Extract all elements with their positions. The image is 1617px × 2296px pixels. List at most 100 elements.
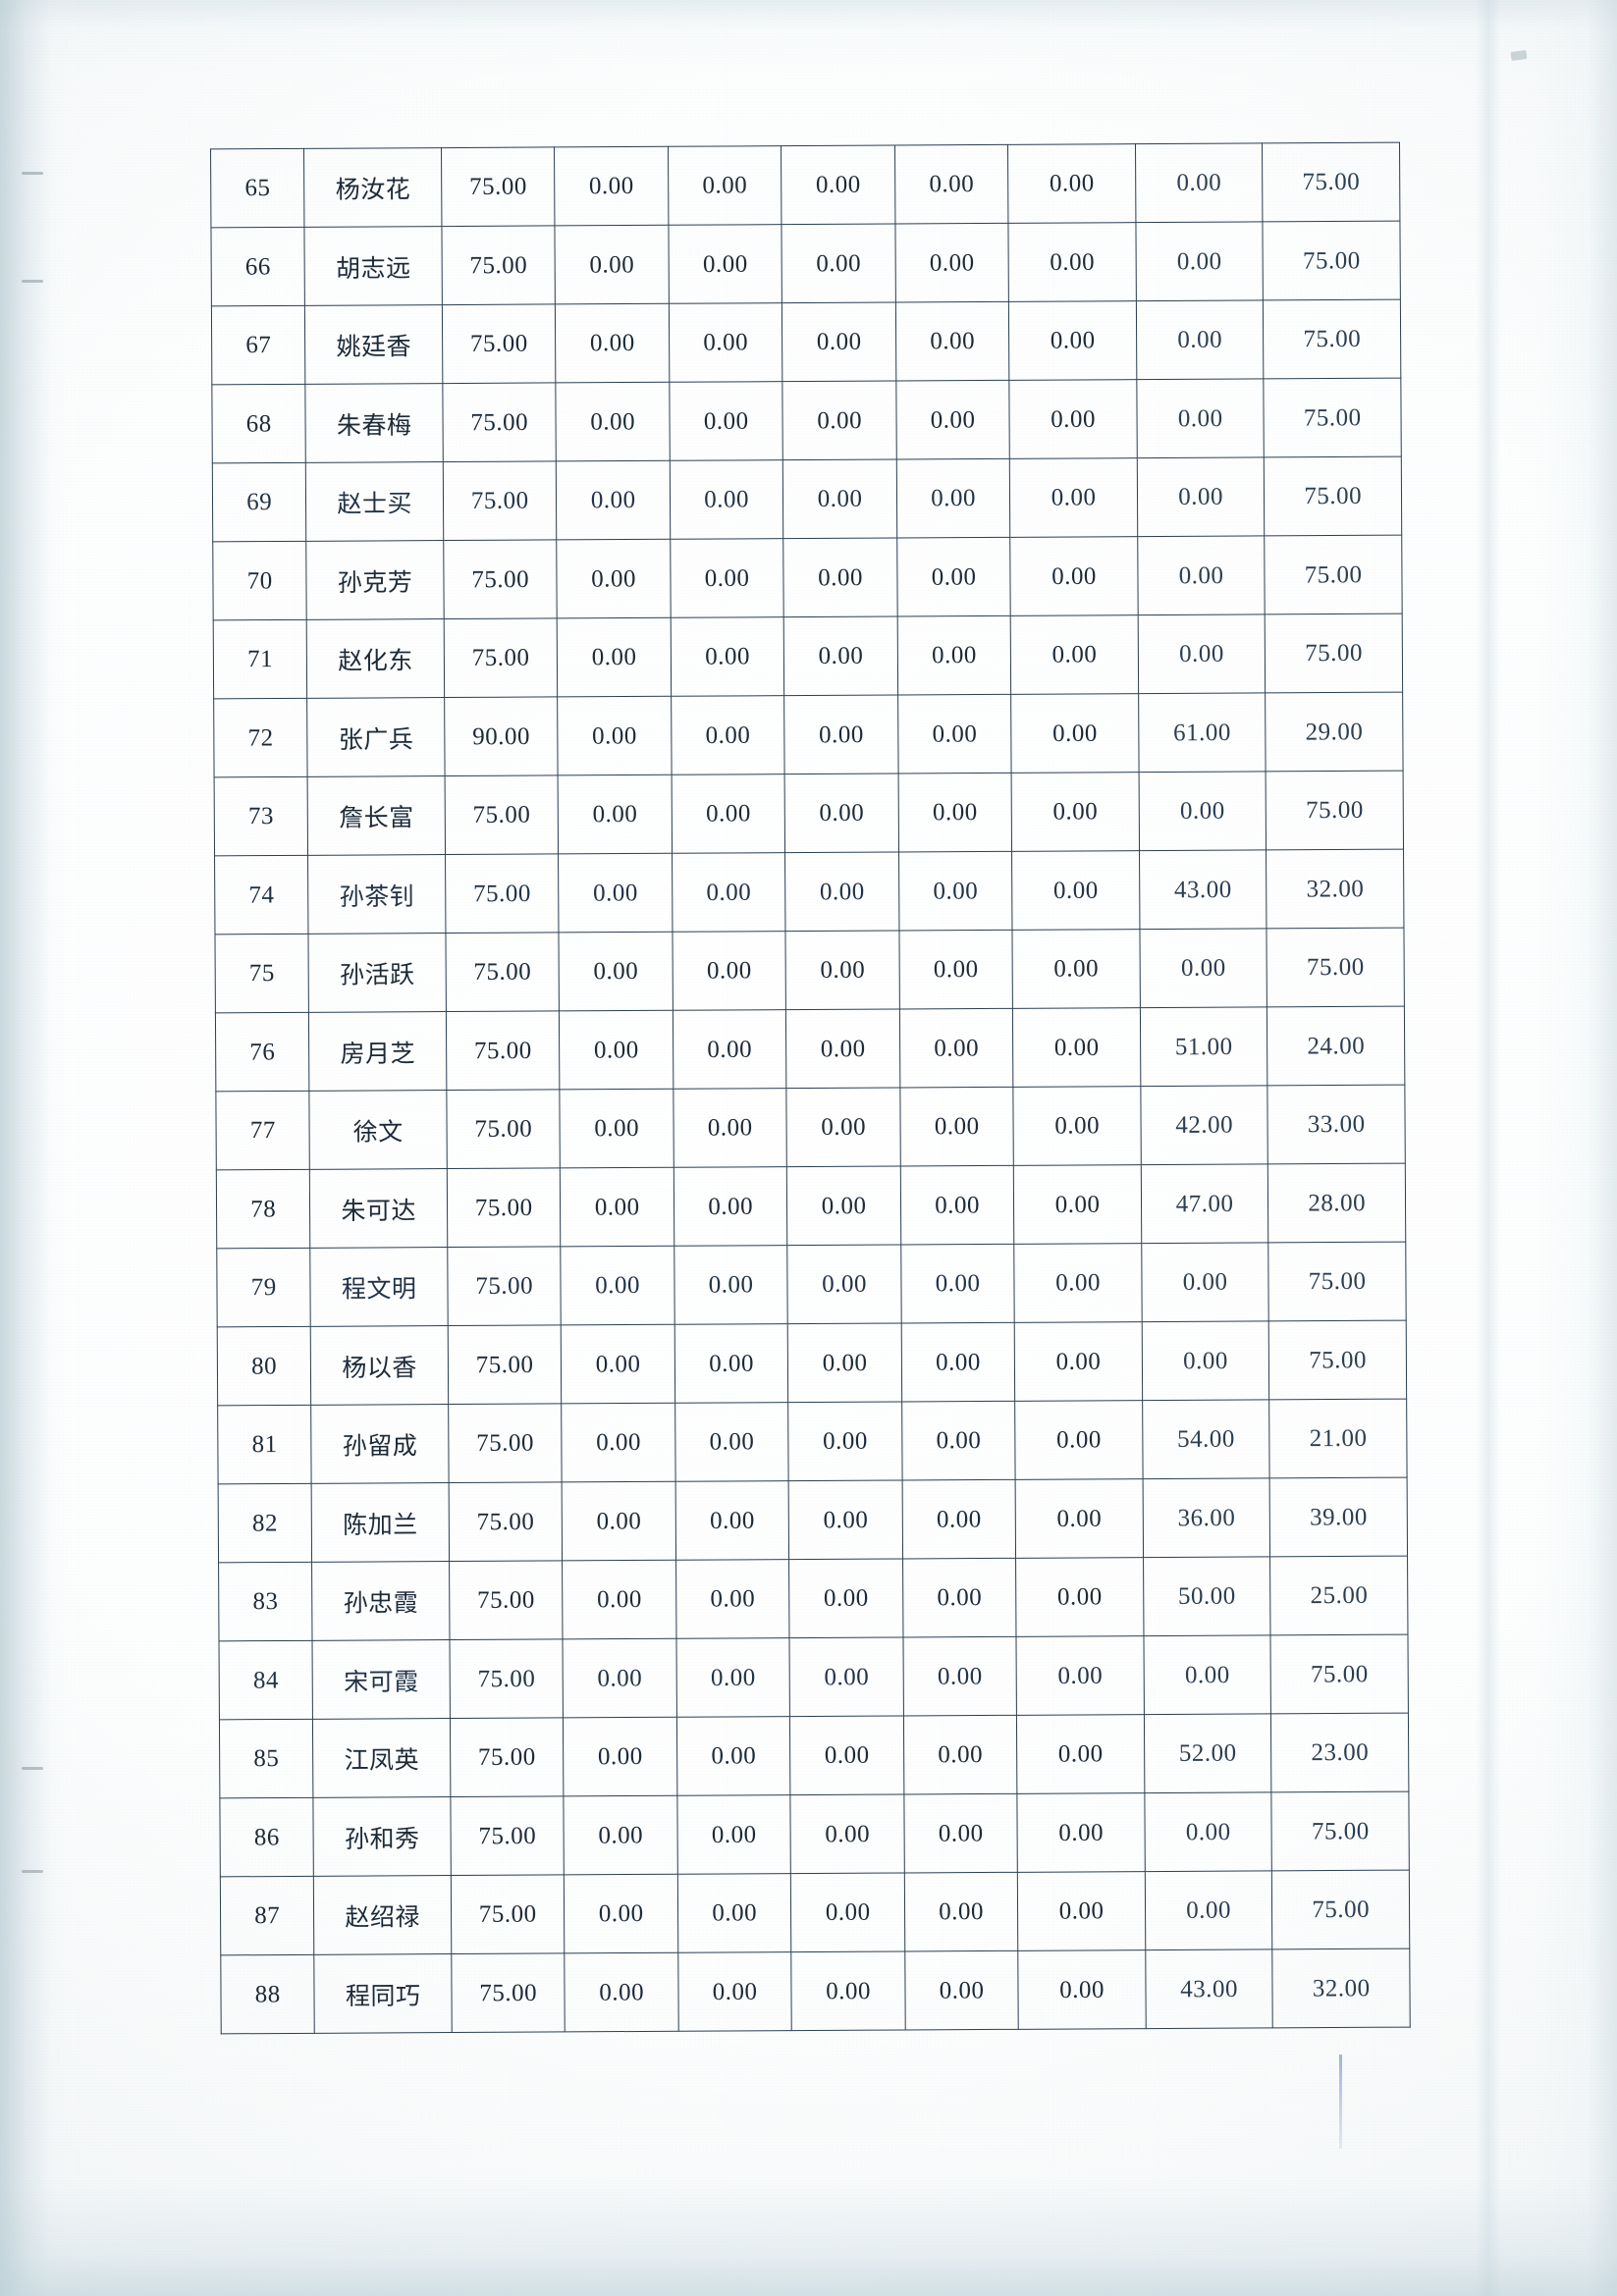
cell-name: 孙克芳	[306, 540, 445, 620]
cell-value-v1: 75.00	[441, 226, 556, 305]
table-row: 76 房月芝 75.00 0.00 0.00 0.00 0.00 0.00 51.00 24.00	[215, 1006, 1405, 1093]
cell-value-v4: 0.00	[788, 1401, 902, 1481]
cell-index: 67	[211, 305, 306, 385]
cell-value-v1: 75.00	[447, 1168, 562, 1248]
cell-value-v1: 75.00	[442, 383, 557, 462]
cell-index: 85	[219, 1719, 314, 1798]
cell-index: 81	[217, 1405, 312, 1484]
cell-index: 72	[213, 698, 308, 778]
cell-value-v6: 0.00	[1010, 614, 1139, 695]
cell-index: 87	[220, 1876, 315, 1955]
cell-value-v6: 0.00	[1008, 300, 1137, 381]
cell-name: 江凤英	[312, 1718, 451, 1798]
cell-index: 79	[216, 1248, 311, 1327]
table-row: 72 张广兵 90.00 0.00 0.00 0.00 0.00 0.00 61.00 29.00	[213, 692, 1404, 778]
cell-value-v5: 0.00	[898, 851, 1013, 932]
table-row: 69 赵士买 75.00 0.00 0.00 0.00 0.00 0.00 0.00 75.00	[212, 456, 1402, 542]
cell-value-v3: 0.00	[671, 774, 785, 854]
cell-value-v3: 0.00	[676, 1795, 791, 1875]
cell-value-v3: 0.00	[671, 696, 785, 775]
cell-name: 徐文	[309, 1090, 448, 1170]
cell-name: 赵士买	[305, 461, 444, 542]
cell-value-v4: 0.00	[789, 1715, 904, 1795]
cell-value-v8: 75.00	[1265, 535, 1403, 615]
cell-name: 胡志远	[304, 226, 443, 306]
cell-value-v1: 75.00	[445, 774, 559, 855]
cell-value-v5: 0.00	[904, 1950, 1019, 2031]
cell-value-v8: 23.00	[1270, 1713, 1409, 1792]
cell-index: 68	[211, 384, 306, 464]
cell-name: 孙留成	[311, 1404, 450, 1484]
cell-value-v6: 0.00	[1013, 1165, 1142, 1245]
cell-value-v1: 75.00	[449, 1639, 564, 1719]
cell-value-v8: 21.00	[1269, 1399, 1408, 1478]
scan-artifact-mark	[1510, 49, 1528, 62]
cell-value-v4: 0.00	[782, 458, 897, 539]
cell-value-v5: 0.00	[897, 694, 1012, 774]
cell-value-v7: 43.00	[1139, 850, 1267, 931]
cell-value-v2: 0.00	[564, 1874, 678, 1953]
grade-table: 65 杨汝花 75.00 0.00 0.00 0.00 0.00 0.00 0.00 75.00 6…	[210, 142, 1411, 2035]
cell-value-v8: 75.00	[1268, 1320, 1407, 1401]
cell-value-v7: 0.00	[1135, 222, 1264, 302]
cell-value-v1: 75.00	[447, 1246, 562, 1326]
cell-value-v7: 0.00	[1144, 1792, 1272, 1872]
table-row: 75 孙活跃 75.00 0.00 0.00 0.00 0.00 0.00 0.00 75.00	[214, 928, 1405, 1013]
cell-value-v2: 0.00	[559, 1010, 674, 1091]
cell-value-v6: 0.00	[1009, 457, 1138, 538]
cell-value-v4: 0.00	[785, 930, 900, 1010]
cell-value-v5: 0.00	[900, 1165, 1015, 1246]
cell-index: 75	[214, 934, 309, 1013]
cell-value-v4: 0.00	[784, 852, 899, 933]
cell-value-v7: 0.00	[1141, 1242, 1269, 1322]
cell-value-v2: 0.00	[558, 853, 673, 934]
cell-value-v8: 75.00	[1266, 771, 1404, 850]
cell-value-v2: 0.00	[557, 539, 672, 619]
cell-value-v6: 0.00	[1009, 380, 1138, 459]
cell-value-v2: 0.00	[555, 303, 670, 383]
table-row: 79 程文明 75.00 0.00 0.00 0.00 0.00 0.00 0.00 75.00	[216, 1242, 1407, 1327]
cell-value-v1: 75.00	[449, 1482, 563, 1562]
cell-value-v8: 39.00	[1269, 1477, 1408, 1558]
cell-value-v4: 0.00	[781, 144, 895, 225]
cell-value-v4: 0.00	[786, 1166, 901, 1247]
cell-value-v2: 0.00	[555, 225, 670, 305]
table-row: 67 姚廷香 75.00 0.00 0.00 0.00 0.00 0.00 0.00 75.00	[211, 299, 1401, 385]
cell-value-v5: 0.00	[902, 1558, 1017, 1637]
cell-value-v5: 0.00	[899, 1008, 1014, 1089]
cell-name: 赵化东	[306, 618, 445, 699]
cell-value-v4: 0.00	[791, 1951, 906, 2032]
cell-value-v1: 75.00	[444, 617, 559, 698]
cell-value-v6: 0.00	[1016, 1635, 1145, 1716]
cell-value-v2: 0.00	[556, 460, 671, 540]
cell-value-v7: 0.00	[1137, 536, 1266, 616]
cell-value-v2: 0.00	[565, 1952, 679, 2033]
table-row: 82 陈加兰 75.00 0.00 0.00 0.00 0.00 0.00 36.00 39.00	[218, 1477, 1408, 1564]
cell-value-v3: 0.00	[674, 1402, 789, 1482]
table-row: 88 程同巧 75.00 0.00 0.00 0.00 0.00 0.00 43.00 32.00	[220, 1949, 1411, 2035]
cell-value-v6: 0.00	[1014, 1322, 1143, 1402]
table-row: 85 江凤英 75.00 0.00 0.00 0.00 0.00 0.00 52.00 23.00	[219, 1713, 1409, 1798]
cell-value-v8: 75.00	[1263, 221, 1401, 301]
cell-index: 77	[215, 1091, 310, 1170]
cell-value-v4: 0.00	[784, 773, 899, 853]
cell-name: 姚廷香	[304, 304, 443, 385]
scan-streak-bottom	[0, 2178, 1617, 2296]
cell-value-v7: 0.00	[1142, 1321, 1270, 1402]
cell-value-v6: 0.00	[1013, 1086, 1142, 1166]
cell-value-v4: 0.00	[783, 538, 898, 618]
cell-value-v6: 0.00	[1008, 223, 1137, 302]
cell-value-v5: 0.00	[900, 1244, 1015, 1323]
cell-value-v5: 0.00	[899, 1087, 1014, 1166]
cell-name: 杨以香	[310, 1325, 449, 1406]
cell-value-v3: 0.00	[670, 539, 784, 618]
cell-value-v7: 51.00	[1140, 1007, 1268, 1088]
cell-value-v6: 0.00	[1011, 851, 1140, 931]
cell-value-v5: 0.00	[903, 1715, 1018, 1794]
cell-value-v7: 54.00	[1142, 1399, 1270, 1479]
cell-value-v8: 75.00	[1265, 614, 1403, 693]
cell-value-v8: 75.00	[1264, 456, 1402, 536]
cell-value-v8: 29.00	[1265, 692, 1404, 773]
cell-value-v2: 0.00	[561, 1324, 675, 1405]
cell-value-v8: 25.00	[1269, 1556, 1408, 1635]
